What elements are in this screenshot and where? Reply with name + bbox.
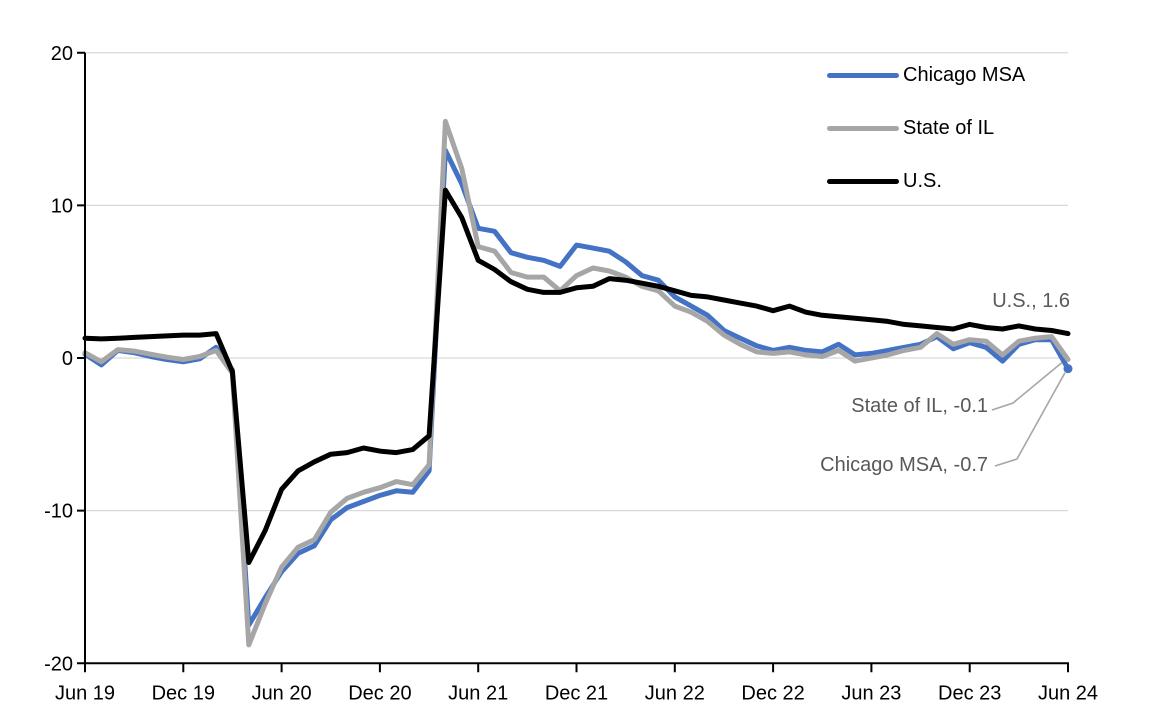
x-axis-tick-label: Dec 20 (348, 682, 411, 704)
leader-line-state-of-il (991, 361, 1063, 411)
x-axis-tick-label: Jun 21 (448, 682, 508, 704)
annotation-state-of-il-end-value: State of IL, -0.1 (851, 395, 988, 417)
annotation-us-end-value: U.S., 1.6 (992, 290, 1070, 312)
leader-line-chicago-msa (994, 372, 1066, 467)
legend-item-chicago-msa: Chicago MSA (827, 62, 1025, 88)
legend-label-state-of-il: State of IL (903, 116, 995, 139)
x-axis-tick-label: Dec 21 (545, 682, 608, 704)
annotation-chicago-msa-end-value: Chicago MSA, -0.7 (820, 454, 988, 476)
legend-label-chicago-msa: Chicago MSA (903, 63, 1026, 86)
y-axis-tick-label: -20 (44, 653, 73, 675)
x-axis-tick-label: Dec 22 (741, 682, 804, 704)
legend-item-state-of-il: State of IL (827, 115, 994, 141)
x-axis-tick-label: Jun 24 (1038, 682, 1098, 704)
series-line-state-of-il (82, 118, 1071, 648)
legend-label-us: U.S. (903, 169, 942, 192)
x-axis-tick-label: Jun 20 (252, 682, 312, 704)
legend-swatch-chicago-msa (827, 72, 899, 78)
legend-swatch-state-of-il (827, 125, 899, 131)
series-end-dot (1063, 364, 1073, 374)
series-line-u-s- (82, 187, 1071, 565)
x-axis-tick-label: Jun 23 (841, 682, 901, 704)
y-axis-tick-label: 20 (51, 43, 73, 65)
x-axis-tick-label: Jun 22 (645, 682, 705, 704)
x-axis-tick-label: Jun 19 (55, 682, 115, 704)
x-axis-tick-label: Dec 23 (938, 682, 1001, 704)
x-axis-tick-label: Dec 19 (152, 682, 215, 704)
y-axis-tick-label: 10 (51, 195, 73, 217)
y-axis-tick-label: -10 (44, 501, 73, 523)
legend-item-us: U.S. (827, 168, 942, 194)
legend-swatch-us (827, 178, 899, 184)
y-axis-tick-label: 0 (62, 348, 73, 370)
